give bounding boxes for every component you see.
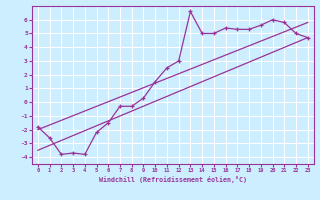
X-axis label: Windchill (Refroidissement éolien,°C): Windchill (Refroidissement éolien,°C): [99, 176, 247, 183]
